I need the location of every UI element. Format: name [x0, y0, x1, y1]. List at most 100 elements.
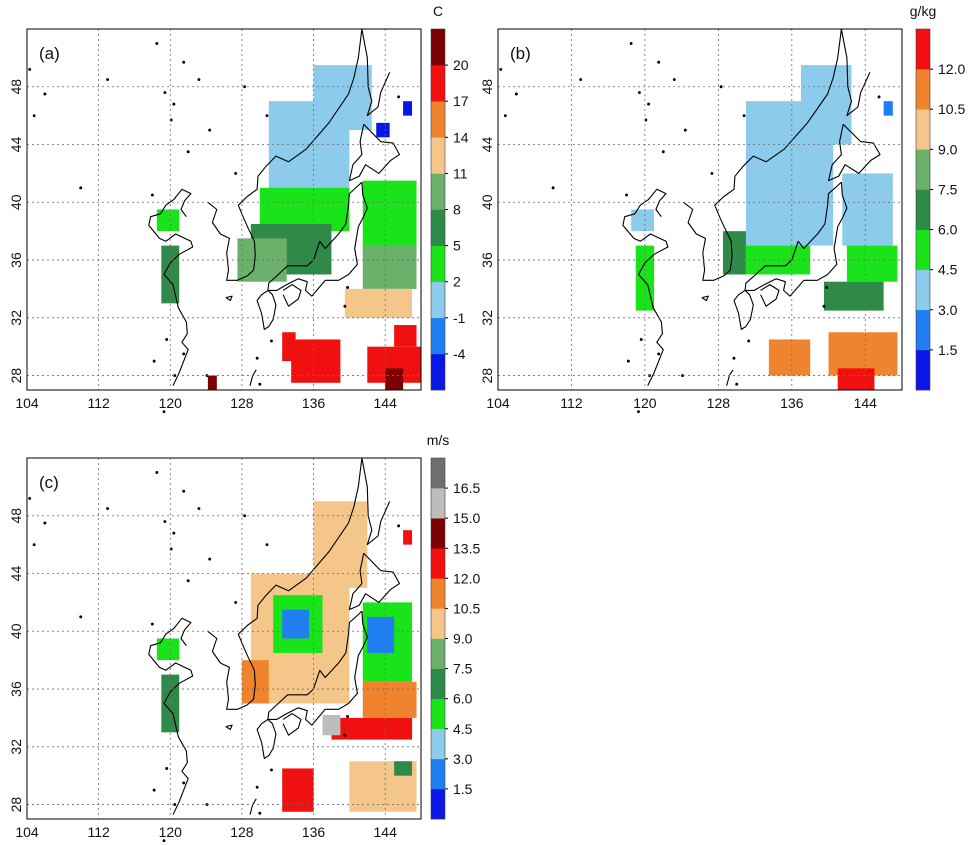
island [551, 186, 555, 190]
field-cell [291, 339, 341, 383]
colorbar-frame [915, 28, 931, 391]
colorbar-segment [431, 668, 445, 699]
lat-tick-label: 40 [8, 194, 24, 210]
island [208, 128, 212, 132]
coastline [282, 284, 302, 307]
colorbar-segment [431, 638, 445, 669]
island [639, 338, 643, 341]
colorbar-segment [431, 698, 445, 730]
island [172, 102, 176, 106]
coastline [256, 289, 277, 330]
colorbar-tick-label: 2 [453, 274, 461, 290]
map-panel-3: 104 112 120 128 136 144 48 44 40 36 32 28 (c) 16.5 15.… [8, 432, 480, 843]
island [182, 352, 186, 356]
map-frame [26, 457, 422, 820]
lat-tick-label: 32 [8, 739, 24, 755]
coastline [225, 724, 233, 731]
field-cell [282, 768, 314, 812]
map-panel-1: 104 112 120 128 136 144484440363228(a)2017141… [8, 3, 469, 414]
field-cell [156, 209, 180, 232]
colorbar-segment [431, 353, 445, 391]
lat-tick-label: 32 [479, 310, 495, 326]
colorbar-tick-label: 12.0 [453, 570, 480, 586]
coastline [361, 28, 391, 117]
lon-tick-label: 120 [633, 395, 657, 411]
colorbar-segment [431, 758, 445, 790]
colorbar-tick-label: 13.5 [453, 540, 480, 556]
coastline [225, 295, 233, 302]
colorbar-segment [431, 458, 445, 489]
lon-tick-label: 136 [302, 395, 326, 411]
colorbar-segment [431, 65, 445, 102]
lon-tick-label: 136 [302, 824, 326, 840]
colorbar-segment [431, 29, 445, 66]
island [255, 785, 259, 789]
colorbar-segment [916, 29, 930, 70]
island [182, 489, 186, 493]
colorbar-tick-label: 7.5 [453, 661, 473, 677]
island [672, 78, 676, 81]
island [270, 768, 273, 772]
colorbar-tick-label: -4 [453, 346, 466, 362]
lat-tick-label: 48 [479, 79, 495, 95]
field-cell [842, 173, 893, 246]
coastlines [28, 457, 401, 843]
colorbar-tick-label: 3.0 [453, 751, 473, 767]
island [150, 622, 154, 626]
field-cell [282, 332, 296, 362]
colorbar-segment [916, 109, 930, 150]
field-cell [631, 209, 655, 232]
coastline [148, 188, 194, 386]
map-frame [26, 28, 422, 391]
island [234, 171, 238, 175]
colorbar-tick-label: 4.5 [453, 721, 473, 737]
colorbar-segment [431, 317, 445, 355]
island [165, 767, 169, 770]
island [661, 150, 665, 154]
field-cell [768, 339, 811, 376]
lon-tick-label: 144 [374, 824, 398, 840]
colorbar-tick-label: 11 [453, 165, 468, 181]
island [150, 193, 154, 197]
lon-tick-label: 120 [159, 824, 183, 840]
lat-tick-label: 28 [8, 368, 24, 384]
colorbar-unit: C [433, 3, 443, 19]
colorbar-segment [916, 349, 930, 391]
island [710, 171, 714, 175]
island [197, 507, 201, 510]
island [173, 803, 177, 807]
colorbar-segment [916, 69, 930, 110]
field-cell [394, 325, 417, 347]
coastline [733, 289, 754, 330]
island [43, 92, 47, 96]
coastline [207, 457, 363, 710]
lon-tick-label: 104 [486, 395, 510, 411]
coastline [701, 295, 709, 302]
island [732, 356, 736, 360]
island [182, 60, 186, 64]
island [629, 41, 633, 45]
island [397, 95, 401, 99]
coastline [267, 610, 368, 726]
coastline [348, 123, 401, 182]
field-cell [207, 375, 217, 390]
coastline [207, 28, 363, 281]
colorbar-segment [916, 229, 930, 270]
island [657, 352, 661, 356]
lon-tick-label: 128 [230, 395, 254, 411]
coastline [683, 28, 842, 281]
field-cell [403, 530, 413, 545]
field-cell [394, 761, 413, 776]
colorbar-tick-label: 9.0 [453, 631, 473, 647]
lon-tick-label: 104 [15, 824, 39, 840]
island [155, 470, 159, 474]
graticule [26, 458, 421, 819]
colorbar-tick-label: 15.0 [453, 510, 480, 526]
colorbar-segment [431, 281, 445, 319]
island [825, 286, 829, 289]
colorbar-tick-label: 3.0 [938, 302, 958, 318]
island [162, 839, 166, 843]
lat-tick-label: 40 [479, 194, 495, 210]
field-cell [313, 65, 372, 131]
island [499, 67, 503, 71]
